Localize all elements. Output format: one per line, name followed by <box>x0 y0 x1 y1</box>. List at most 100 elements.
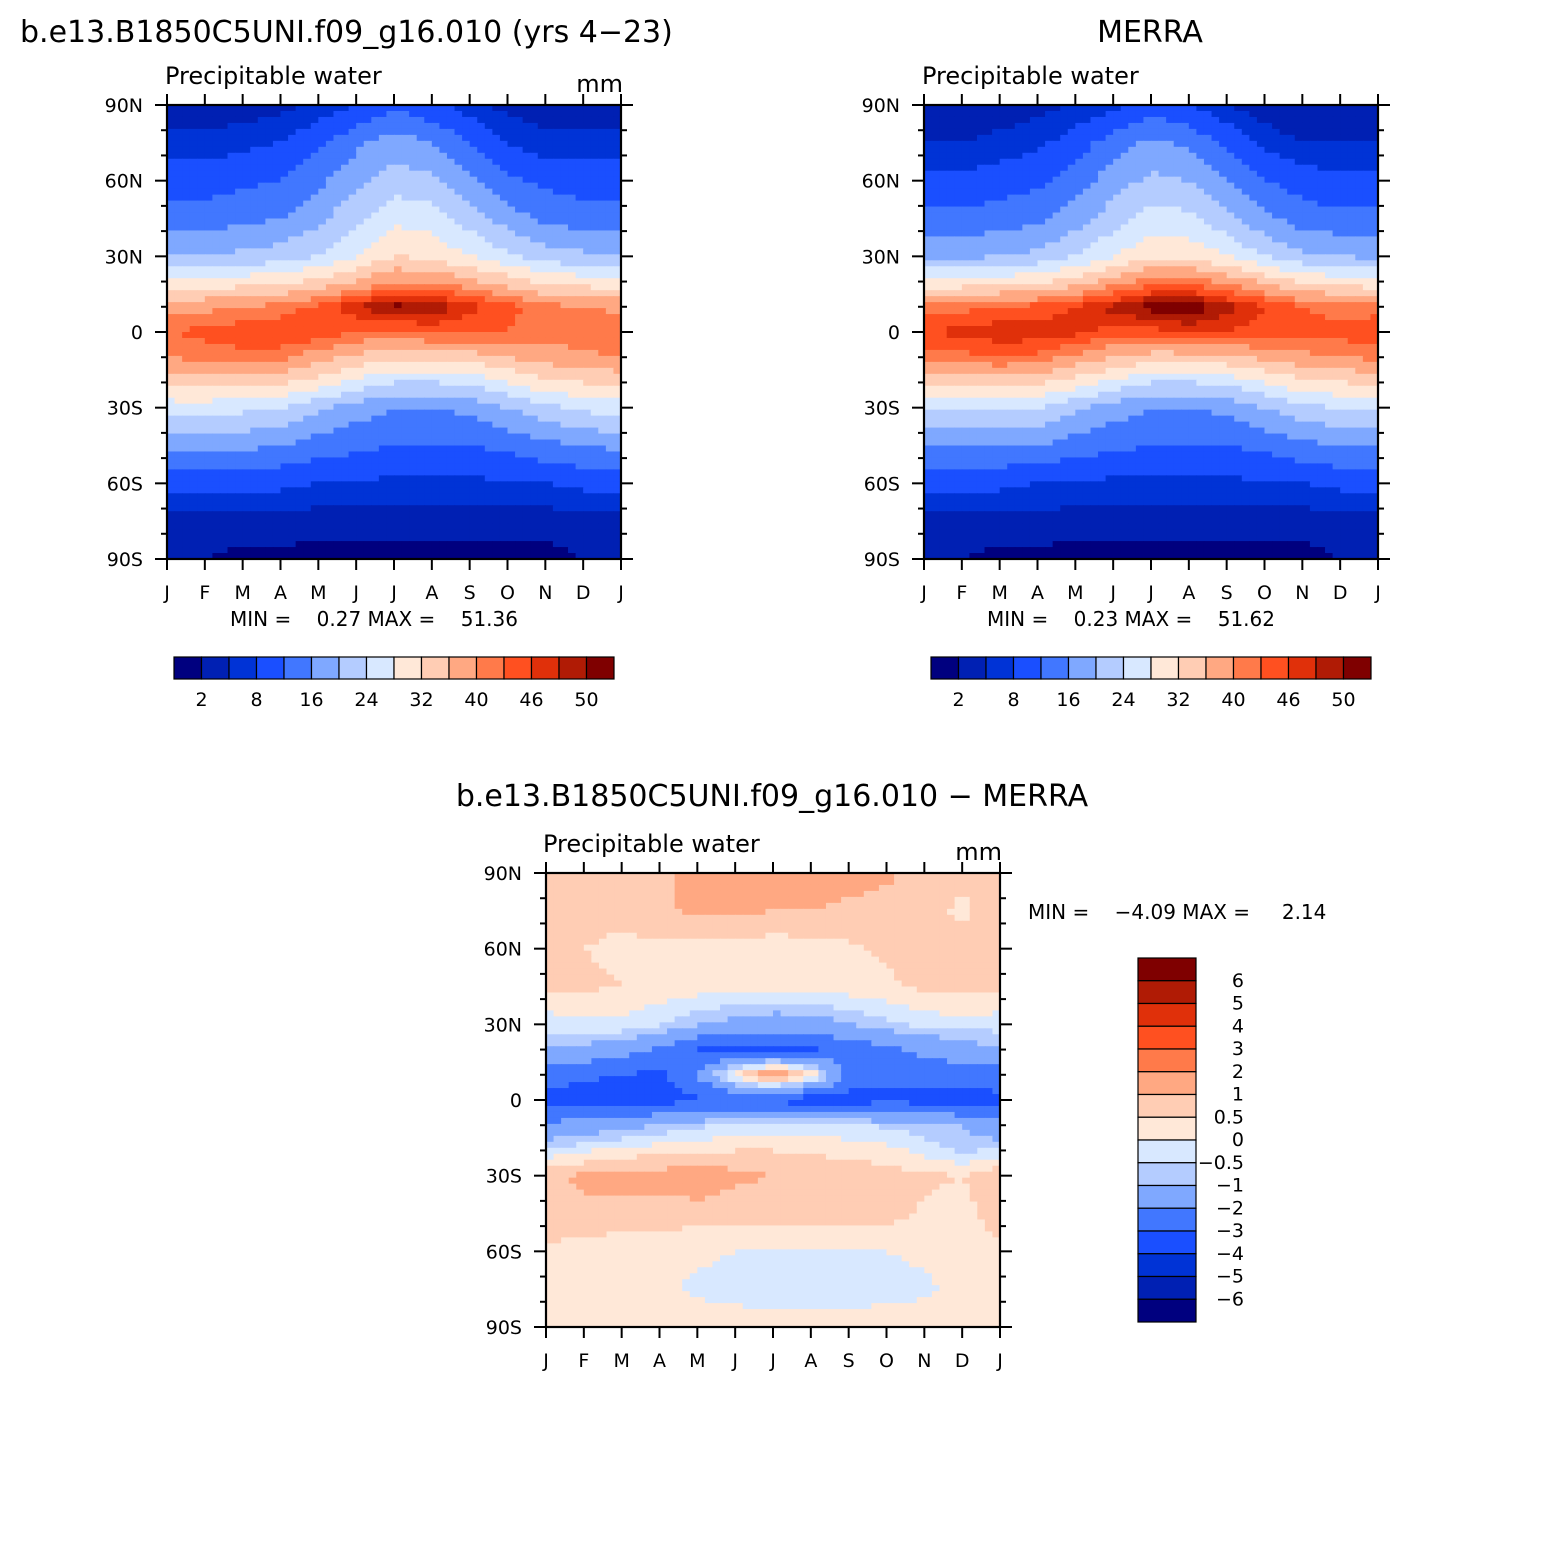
contour-cell <box>575 332 584 339</box>
contour-cell <box>189 451 198 459</box>
contour-cell <box>280 349 289 357</box>
contour-cell <box>560 541 569 548</box>
contour-cell <box>1143 128 1152 136</box>
contour-cell <box>560 367 569 375</box>
contour-cell <box>310 230 319 238</box>
contour-cell <box>613 188 622 196</box>
contour-cell <box>590 326 599 333</box>
contour-cell <box>568 128 577 136</box>
contour-cell <box>530 541 539 548</box>
contour-cell <box>469 463 478 470</box>
contour-cell <box>552 194 562 202</box>
contour-cell <box>227 224 236 232</box>
contour-cell <box>401 379 410 387</box>
contour-cell <box>590 451 599 459</box>
contour-cell <box>484 523 493 530</box>
contour-cell <box>1294 105 1303 112</box>
contour-cell <box>439 296 448 303</box>
contour-cell <box>1135 110 1145 118</box>
contour-cell <box>416 182 425 190</box>
contour-cell <box>492 469 501 476</box>
contour-cell <box>371 361 380 369</box>
colorbar-box <box>475 656 505 680</box>
contour-cell <box>242 415 251 423</box>
contour-cell <box>454 403 463 411</box>
contour-cell <box>1332 122 1341 130</box>
contour-cell <box>499 332 509 339</box>
contour-cell <box>363 493 372 500</box>
contour-cell <box>613 547 622 554</box>
contour-cell <box>265 164 274 172</box>
contour-cell <box>341 553 350 560</box>
contour-cell <box>363 296 372 303</box>
contour-cell <box>310 367 319 375</box>
contour-cell <box>583 391 592 399</box>
contour-cell <box>167 290 176 297</box>
contour-cell <box>590 158 599 166</box>
contour-cell <box>515 511 524 518</box>
contour-cell <box>522 433 531 441</box>
contour-cell <box>1113 105 1122 112</box>
contour-cell <box>394 194 403 202</box>
contour-cell <box>356 499 365 506</box>
contour-cell <box>961 134 970 142</box>
contour-cell <box>507 445 516 453</box>
contour-cell <box>265 218 274 226</box>
contour-cell <box>219 284 229 291</box>
contour-cell <box>999 134 1008 142</box>
contour-cell <box>356 361 365 369</box>
contour-cell <box>219 499 229 506</box>
contour-cell <box>992 122 1001 130</box>
contour-cell <box>477 487 486 494</box>
contour-cell <box>552 128 562 136</box>
contour-cell <box>477 493 486 500</box>
contour-cell <box>1279 128 1288 136</box>
contour-cell <box>552 511 562 518</box>
contour-cell <box>1098 122 1107 130</box>
contour-cell <box>530 260 539 267</box>
contour-cell <box>174 284 183 291</box>
contour-cell <box>371 182 380 190</box>
contour-cell <box>492 152 501 160</box>
contour-cell <box>356 355 365 363</box>
x-tick-label: A <box>274 582 287 604</box>
contour-cell <box>507 182 516 190</box>
contour-cell <box>257 553 266 560</box>
contour-cell <box>530 439 539 447</box>
contour-cell <box>378 547 388 554</box>
contour-cell <box>1264 116 1273 124</box>
contour-cell <box>583 427 592 435</box>
contour-cell <box>272 182 282 190</box>
contour-cell <box>568 242 577 249</box>
contour-cell <box>333 469 342 476</box>
contour-cell <box>598 326 607 333</box>
contour-cell <box>409 511 418 518</box>
contour-cell <box>462 116 471 124</box>
contour-cell <box>310 224 319 232</box>
contour-cell <box>605 391 615 399</box>
contour-cell <box>454 487 463 494</box>
contour-cell <box>1370 116 1379 124</box>
contour-cell <box>189 505 198 512</box>
contour-cell <box>257 529 266 536</box>
contour-cell <box>530 535 539 542</box>
contour-cell <box>325 140 335 148</box>
contour-cell <box>454 134 463 142</box>
contour-cell <box>242 493 251 500</box>
contour-cell <box>272 355 282 363</box>
contour-cell <box>182 105 191 112</box>
contour-cell <box>265 254 274 261</box>
contour-cell <box>227 248 236 255</box>
contour-cell <box>409 122 418 130</box>
contour-cell <box>431 451 440 459</box>
contour-cell <box>325 218 335 226</box>
contour-cell <box>235 230 244 238</box>
contour-cell <box>1060 110 1069 118</box>
contour-cell <box>1272 116 1281 124</box>
contour-cell <box>492 553 501 560</box>
contour-cell <box>530 134 539 142</box>
contour-cell <box>522 146 531 154</box>
contour-cell <box>1045 105 1054 112</box>
contour-cell <box>1014 128 1023 136</box>
contour-cell <box>348 140 357 148</box>
